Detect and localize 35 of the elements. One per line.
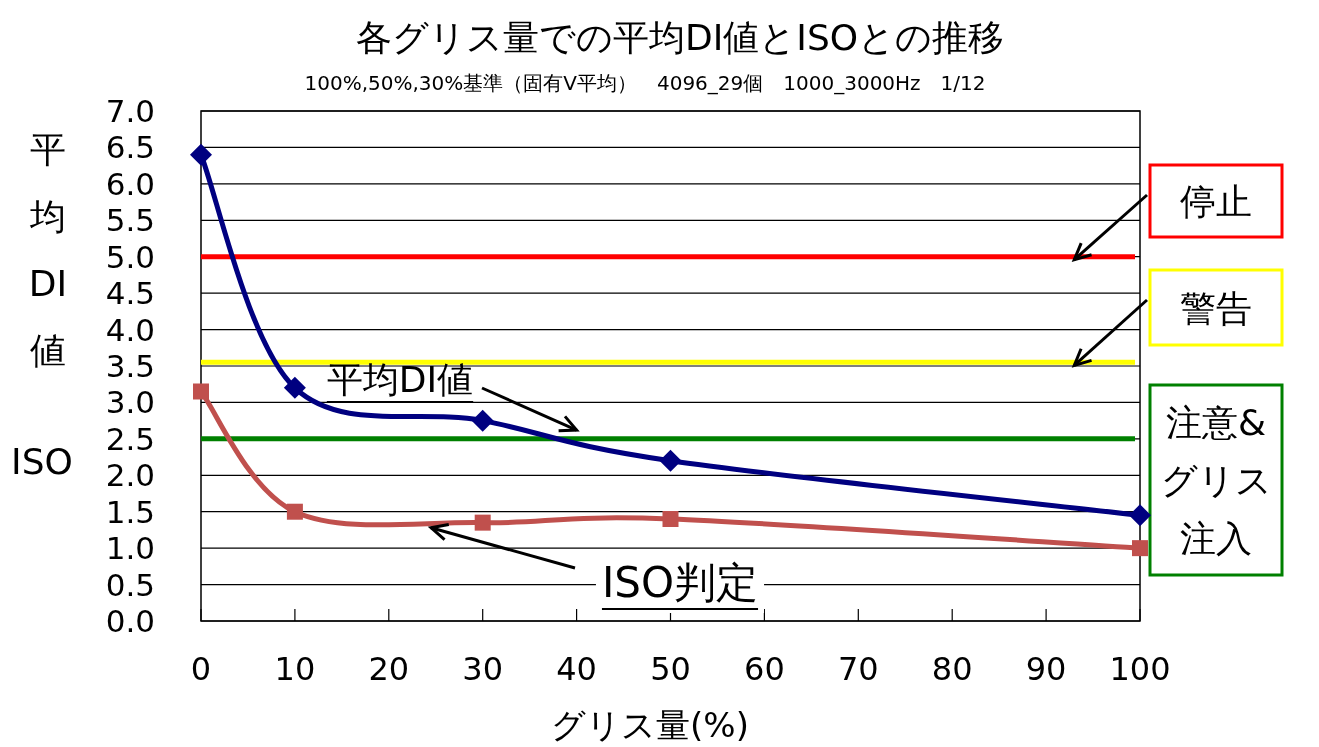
chart-title: 各グリス量での平均DI値とISOとの推移 xyxy=(355,17,1005,58)
y-tick-label: 4.5 xyxy=(105,275,155,312)
chart-subtitle: 100%,50%,30%基準（固有V平均） 4096_29個 1000_3000Hz 1/12 xyxy=(304,71,986,95)
y-tick-label: 7.0 xyxy=(105,93,155,129)
x-tick-label: 0 xyxy=(190,650,212,688)
y-tick-label: 2.0 xyxy=(105,457,155,494)
x-tick-label: 90 xyxy=(1025,650,1067,688)
series-label: 平均DI値 xyxy=(326,359,474,400)
x-tick-label: 60 xyxy=(744,650,785,688)
y-tick-label: 3.0 xyxy=(105,384,155,421)
x-tick-label: 100 xyxy=(1109,650,1171,688)
y-tick-label: 4.0 xyxy=(105,311,155,348)
x-tick-label: 50 xyxy=(650,650,691,688)
x-tick-label: 80 xyxy=(931,650,973,688)
y-tick-label: 0.5 xyxy=(105,566,155,603)
ref-line-label: 注意&グリス注入 xyxy=(1160,402,1272,559)
y-tick-label: 5.5 xyxy=(105,202,155,239)
x-tick-label: 30 xyxy=(462,650,504,688)
y-tick-label: 6.0 xyxy=(105,165,155,202)
x-tick-label: 40 xyxy=(556,650,597,688)
ref-line-label: 警告 xyxy=(1180,287,1252,329)
y-tick-label: 1.5 xyxy=(105,493,155,530)
y-tick-label: 5.0 xyxy=(105,238,155,275)
x-tick-label: 70 xyxy=(837,650,879,688)
x-tick-label: 20 xyxy=(368,650,410,688)
y-tick-label: 3.5 xyxy=(105,348,155,384)
x-axis-title: グリス量(%) xyxy=(551,705,749,745)
ref-line-label: 停止 xyxy=(1180,181,1252,222)
series-label: ISO判定 xyxy=(601,558,759,607)
y-tick-label: 1.0 xyxy=(105,530,155,567)
x-tick-label: 10 xyxy=(274,650,316,688)
text: 平均DI値 ISO xyxy=(11,129,73,482)
y-tick-label: 0.0 xyxy=(105,603,155,639)
y-tick-label: 2.5 xyxy=(105,420,155,457)
y-tick-label: 6.5 xyxy=(105,129,155,166)
